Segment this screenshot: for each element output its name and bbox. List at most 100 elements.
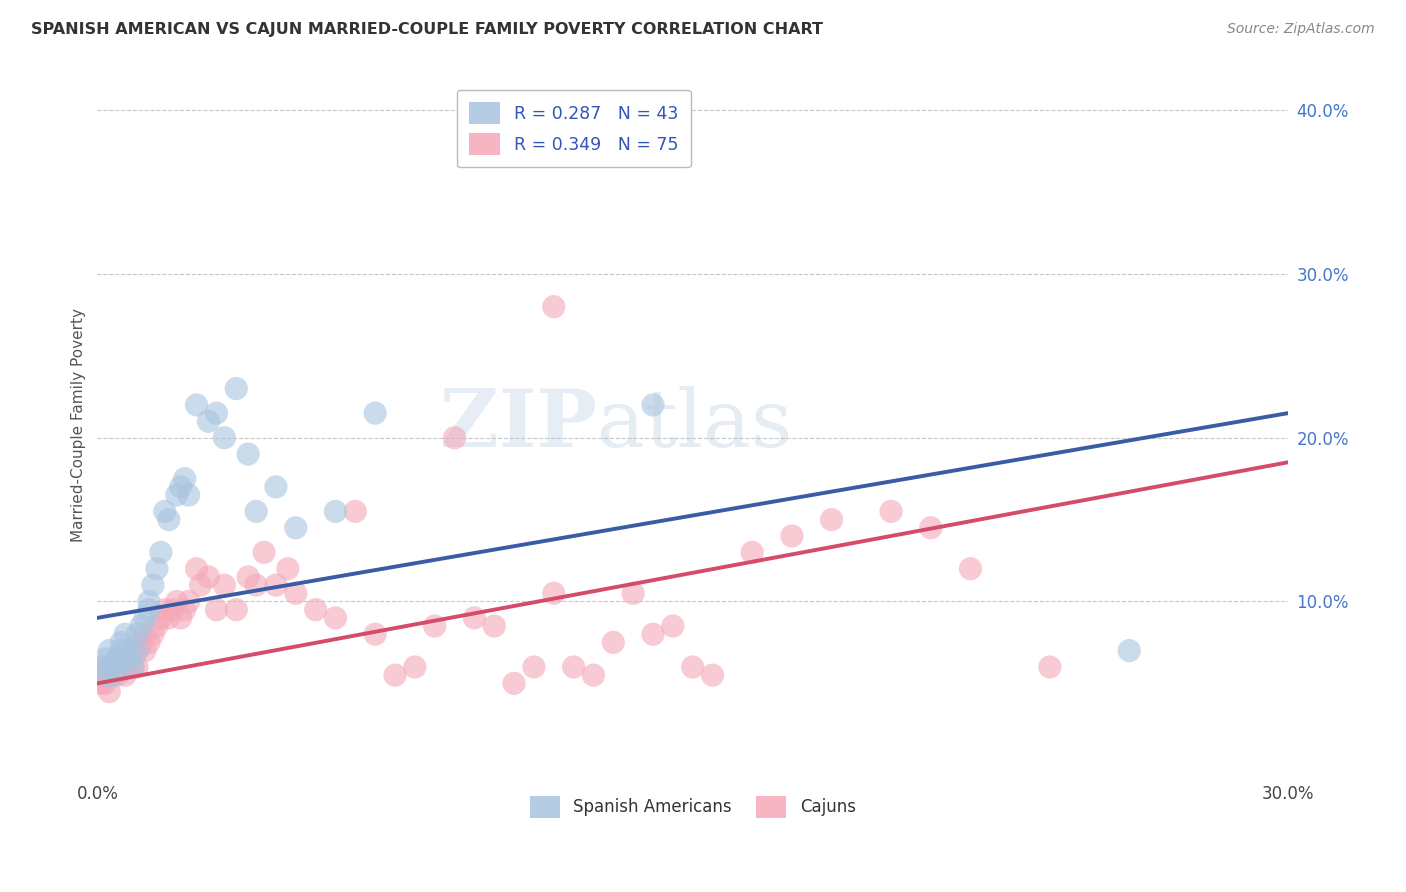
Point [344,504,367,518]
Point [484,619,506,633]
Point [186,398,208,412]
Point [157,611,180,625]
Point [443,431,465,445]
Legend: Spanish Americans, Cajuns: Spanish Americans, Cajuns [523,789,862,824]
Point [621,586,644,600]
Point [423,619,446,633]
Point [214,431,236,445]
Point [134,643,156,657]
Point [110,643,132,657]
Point [325,504,347,518]
Point [702,668,724,682]
Point [880,504,903,518]
Y-axis label: Married-Couple Family Poverty: Married-Couple Family Poverty [72,309,86,542]
Point [364,627,387,641]
Point [170,480,193,494]
Point [98,668,121,682]
Point [166,594,188,608]
Point [780,529,803,543]
Point [197,570,219,584]
Point [264,578,287,592]
Point [225,382,247,396]
Point [197,414,219,428]
Point [238,447,260,461]
Point [190,578,212,592]
Point [214,578,236,592]
Point [125,660,148,674]
Point [110,652,132,666]
Point [114,627,136,641]
Point [384,668,406,682]
Point [122,643,145,657]
Point [98,643,121,657]
Point [543,300,565,314]
Point [741,545,763,559]
Point [173,602,195,616]
Point [523,660,546,674]
Point [118,643,141,657]
Point [177,594,200,608]
Point [105,652,128,666]
Point [110,635,132,649]
Point [364,406,387,420]
Point [157,513,180,527]
Point [277,562,299,576]
Point [94,676,117,690]
Point [94,660,117,674]
Point [90,668,112,682]
Text: SPANISH AMERICAN VS CAJUN MARRIED-COUPLE FAMILY POVERTY CORRELATION CHART: SPANISH AMERICAN VS CAJUN MARRIED-COUPLE… [31,22,823,37]
Point [149,545,172,559]
Point [105,668,128,682]
Point [94,668,117,682]
Point [103,668,125,682]
Point [682,660,704,674]
Point [1118,643,1140,657]
Point [125,643,148,657]
Point [404,660,426,674]
Point [90,676,112,690]
Point [325,611,347,625]
Point [284,586,307,600]
Point [138,594,160,608]
Point [129,635,152,649]
Point [134,627,156,641]
Point [820,513,842,527]
Point [162,602,184,616]
Point [122,660,145,674]
Point [138,635,160,649]
Point [146,619,169,633]
Point [1039,660,1062,674]
Point [103,668,125,682]
Point [105,660,128,674]
Point [134,611,156,625]
Point [245,504,267,518]
Point [186,562,208,576]
Point [118,652,141,666]
Point [129,619,152,633]
Point [125,627,148,641]
Point [118,643,141,657]
Text: atlas: atlas [598,386,793,465]
Point [284,521,307,535]
Point [543,586,565,600]
Point [114,652,136,666]
Point [98,684,121,698]
Point [142,627,165,641]
Point [463,611,485,625]
Point [641,398,664,412]
Point [205,602,228,616]
Point [114,652,136,666]
Point [562,660,585,674]
Point [142,578,165,592]
Point [503,676,526,690]
Point [205,406,228,420]
Point [146,562,169,576]
Point [264,480,287,494]
Point [253,545,276,559]
Point [173,472,195,486]
Point [94,652,117,666]
Point [170,611,193,625]
Point [641,627,664,641]
Point [153,504,176,518]
Point [153,602,176,616]
